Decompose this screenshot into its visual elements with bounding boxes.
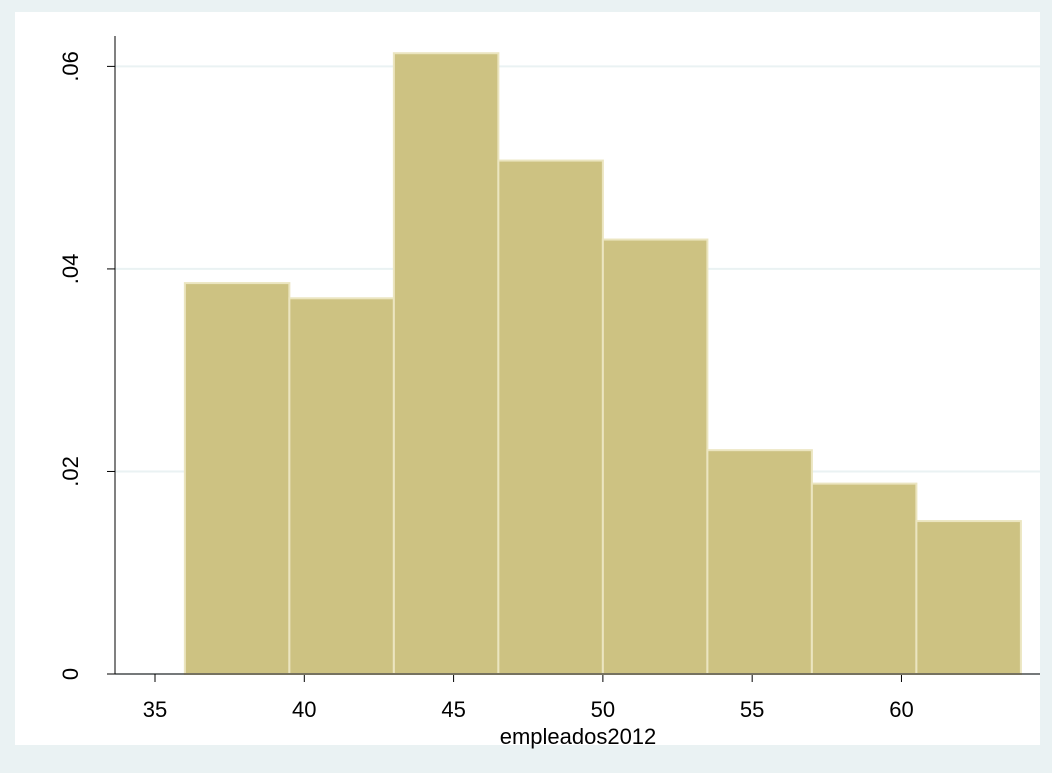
y-tick-label: 0 <box>58 668 83 680</box>
x-tick-label: 40 <box>292 697 316 722</box>
bar <box>810 482 918 675</box>
bar <box>288 297 395 675</box>
bar <box>706 449 813 676</box>
bar <box>497 159 604 676</box>
x-axis-label: empleados2012 <box>500 724 657 749</box>
x-tick-label: 60 <box>889 697 913 722</box>
bar <box>183 282 291 675</box>
x-tick-label: 55 <box>740 697 764 722</box>
y-tick-label: .02 <box>58 456 83 487</box>
bar <box>601 238 709 676</box>
y-tick-label: .04 <box>58 254 83 285</box>
x-tick-label: 35 <box>143 697 167 722</box>
y-tick-label: .06 <box>58 51 83 82</box>
x-tick-label: 45 <box>441 697 465 722</box>
bar <box>915 520 1022 675</box>
x-tick-label: 50 <box>591 697 615 722</box>
bar <box>392 52 500 675</box>
